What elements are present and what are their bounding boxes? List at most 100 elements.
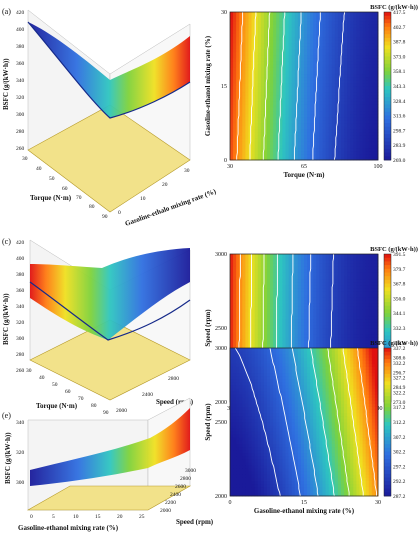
contour-cell — [245, 281, 249, 286]
contour-cell — [239, 98, 243, 102]
contour-cell — [328, 318, 333, 323]
contour-cell — [248, 55, 252, 59]
contour-cell — [236, 369, 240, 374]
contour-cell — [288, 306, 293, 310]
contour-cell — [230, 363, 234, 367]
contour-cell — [267, 321, 271, 326]
contour-cell — [331, 337, 336, 341]
contour-cell — [310, 328, 314, 332]
contour-cell — [325, 291, 330, 295]
contour-cell — [300, 33, 305, 38]
contour-cell — [350, 21, 354, 25]
contour-cell — [230, 33, 234, 38]
contour-cell — [337, 92, 342, 96]
contour-cell — [356, 337, 360, 341]
contour-cell — [285, 150, 289, 155]
contour-cell — [260, 147, 265, 152]
contour-cell — [365, 334, 370, 338]
contour-cell — [260, 135, 265, 139]
contour-cell — [353, 12, 357, 16]
contour-cell — [245, 116, 249, 121]
contour-cell — [260, 141, 265, 145]
contour-cell — [325, 67, 330, 71]
contour-cell — [337, 324, 342, 329]
contour-cell — [251, 86, 256, 90]
contour-cell — [267, 150, 271, 155]
contour-cell — [368, 107, 373, 112]
contour-cell — [353, 107, 357, 112]
contour-cell — [291, 123, 296, 127]
contour-cell — [319, 272, 323, 276]
contour-cell — [270, 92, 274, 96]
contour-cell — [322, 272, 326, 276]
contour-cell — [362, 254, 367, 258]
contour-cell — [331, 39, 336, 44]
contour-cell — [245, 147, 249, 152]
contour-cell — [288, 318, 293, 323]
contour-cell — [304, 33, 308, 38]
contour-cell — [230, 394, 234, 398]
contour-cell — [319, 92, 323, 96]
contour-cell — [319, 303, 323, 307]
colorbar-cell — [384, 23, 391, 28]
contour-cell — [273, 337, 277, 341]
colorbar-cell — [384, 268, 391, 273]
contour-cell — [368, 141, 373, 145]
contour-cell — [288, 343, 293, 347]
contour-cell — [304, 110, 308, 115]
contour-cell — [331, 315, 336, 320]
contour-cell — [344, 116, 348, 121]
contour-cell — [356, 21, 360, 25]
contour-cell — [356, 39, 360, 44]
contour-cell — [319, 297, 323, 301]
contour-cell — [297, 135, 302, 139]
colorbar-cell — [384, 261, 391, 266]
contour-cell — [273, 331, 277, 335]
contour-cell — [257, 98, 262, 102]
contour-cell — [233, 129, 237, 133]
contour-cell — [257, 39, 262, 44]
contour-cell — [288, 315, 293, 320]
contour-cell — [337, 129, 342, 133]
contour-cell — [239, 291, 243, 295]
contour-cell — [307, 303, 311, 307]
contour-cell — [316, 315, 320, 320]
contour-cell — [334, 337, 339, 341]
contour-cell — [371, 135, 376, 139]
contour-cell — [257, 334, 262, 338]
contour-cell — [297, 21, 302, 25]
contour-cell — [260, 156, 265, 161]
contour-cell — [251, 297, 256, 301]
contour-cell — [263, 61, 268, 65]
contour-cell — [304, 278, 308, 283]
contour-cell — [236, 45, 240, 50]
contour-cell — [236, 394, 240, 398]
contour-cell — [254, 278, 259, 283]
contour-cell — [322, 104, 326, 108]
contour-cell — [331, 30, 336, 34]
contour-cell — [322, 18, 326, 22]
contour-cell — [230, 403, 234, 407]
contour-cell — [307, 156, 311, 161]
contour-cell — [291, 141, 296, 145]
contour-cell — [248, 119, 252, 124]
contour-cell — [316, 284, 320, 289]
contour-cell — [368, 24, 373, 28]
contour-cell — [359, 73, 363, 78]
contour-cell — [356, 275, 360, 280]
contour-cell — [297, 269, 302, 273]
contour-cell — [304, 79, 308, 84]
contour-cell — [353, 119, 357, 124]
contour-cell — [236, 281, 240, 286]
contour-cell — [316, 24, 320, 28]
contour-cell — [263, 116, 268, 121]
contour-cell — [300, 95, 305, 99]
contour-cell — [328, 328, 333, 332]
contour-cell — [273, 138, 277, 142]
contour-cell — [341, 275, 345, 280]
contour-cell — [257, 116, 262, 121]
contour-cell — [353, 45, 357, 50]
contour-cell — [230, 397, 234, 401]
contour-cell — [282, 150, 286, 155]
contour-cell — [245, 303, 249, 307]
